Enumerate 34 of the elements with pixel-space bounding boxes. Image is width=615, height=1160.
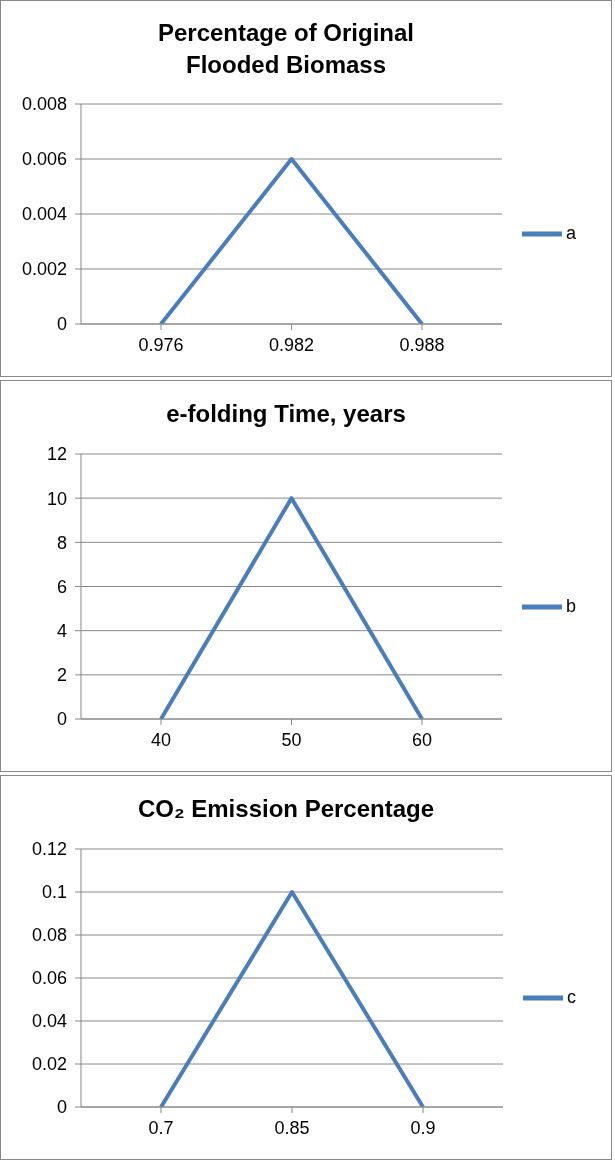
x-tick-label: 0.7 <box>148 1117 174 1138</box>
y-tick-label: 0.12 <box>31 839 67 860</box>
y-tick-label: 0.006 <box>21 149 67 170</box>
y-tick-label: 2 <box>56 665 67 686</box>
y-tick-label: 12 <box>46 444 67 465</box>
x-tick-label: 0.976 <box>138 334 184 355</box>
y-tick-label: 0.002 <box>21 259 67 280</box>
chart-title: Percentage of Original Flooded Biomass <box>156 17 416 80</box>
legend-label: c <box>567 986 576 1007</box>
x-tick-label: 0.85 <box>274 1117 310 1138</box>
y-tick-label: 0.04 <box>31 1011 67 1032</box>
y-tick-label: 0 <box>56 1097 67 1118</box>
x-tick-label: 0.9 <box>410 1117 436 1138</box>
y-tick-label: 8 <box>56 532 67 553</box>
legend-label: b <box>565 595 576 616</box>
y-tick-label: 0.1 <box>41 882 67 903</box>
y-tick-label: 0.02 <box>31 1054 67 1075</box>
x-tick-label: 0.982 <box>268 334 315 355</box>
x-tick-label: 0.988 <box>399 334 445 355</box>
y-tick-label: 4 <box>56 621 67 642</box>
legend-label: a <box>565 222 576 243</box>
x-tick-label: 40 <box>150 729 172 750</box>
y-tick-label: 0.06 <box>31 968 67 989</box>
y-tick-label: 0.08 <box>31 925 67 946</box>
chart-title: CO₂ Emission Percentage <box>136 793 436 824</box>
y-tick-label: 0 <box>56 314 67 335</box>
chart-title: e-folding Time, years <box>165 398 407 429</box>
x-tick-label: 50 <box>281 729 302 750</box>
y-tick-label: 0.004 <box>21 204 67 225</box>
x-tick-label: 60 <box>411 729 432 750</box>
y-tick-label: 0 <box>56 709 67 730</box>
y-tick-label: 10 <box>46 488 67 509</box>
y-tick-label: 6 <box>56 576 67 597</box>
y-tick-label: 0.008 <box>21 94 67 115</box>
